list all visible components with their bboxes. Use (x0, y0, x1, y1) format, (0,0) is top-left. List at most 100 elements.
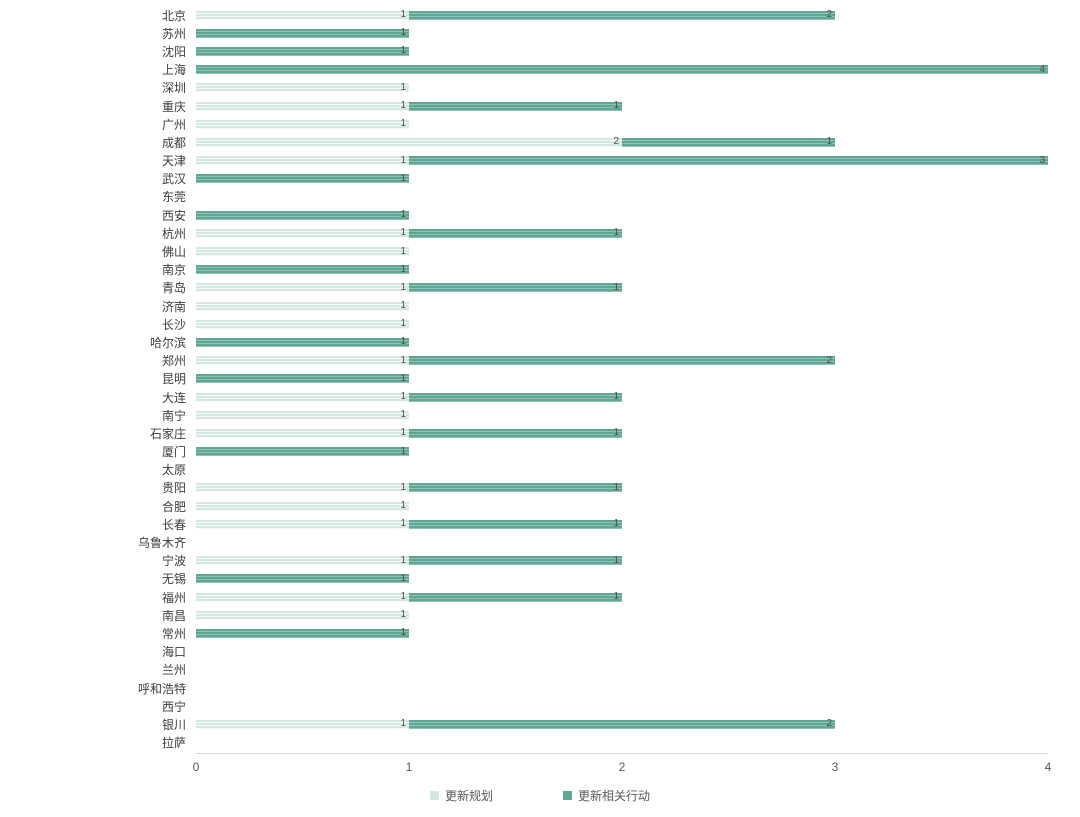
chart-row: 哈尔滨 1 (0, 333, 1048, 351)
bar-segment-plan: 1 (196, 410, 409, 420)
value-label: 2 (826, 718, 832, 730)
bar-segment-action: 1 (409, 427, 622, 439)
chart-row: 昆明 1 (0, 370, 1048, 388)
bar-segment-action: 1 (196, 263, 409, 275)
value-label: 1 (400, 572, 406, 584)
bar-segment-action: 1 (409, 281, 622, 293)
value-label: 1 (400, 354, 406, 366)
x-tick-label: 2 (618, 760, 626, 774)
value-label: 1 (400, 118, 406, 130)
bar-track (196, 738, 1048, 747)
legend-item-plan: 更新规划 (429, 787, 493, 804)
category-label: 佛山 (161, 245, 186, 260)
category-label: 西安 (161, 208, 186, 223)
category-label: 苏州 (161, 26, 186, 41)
chart-row: 海口 (0, 643, 1048, 661)
value-label: 1 (613, 591, 619, 603)
bar-segment-action: 1 (196, 210, 409, 220)
value-label: 1 (400, 263, 406, 275)
chart-rows: 北京 1 2 苏州 1 沈阳 1 上海 4 深圳 1 重庆 1 1 广州 1 成都 2 1 天津 1 3 武汉 1 东莞 西安 1 杭… (0, 6, 1048, 752)
chart-row: 厦门 1 (0, 443, 1048, 461)
bar-track: 1 (196, 118, 1048, 130)
bar-segment-action: 1 (409, 228, 622, 238)
category-label: 成都 (161, 135, 186, 150)
bar-track: 1 (196, 301, 1048, 311)
category-label: 杭州 (161, 226, 186, 241)
value-label: 4 (1039, 63, 1045, 75)
chart-row: 贵阳 1 1 (0, 479, 1048, 497)
bar-track: 1 (196, 319, 1048, 329)
x-axis: 0 1 2 3 4 (193, 753, 1051, 774)
bar-segment-plan: 1 (196, 610, 409, 620)
chart-row: 银川 1 2 (0, 715, 1048, 733)
chart-row: 深圳 1 (0, 79, 1048, 97)
bar-segment-plan: 1 (196, 301, 409, 311)
value-label: 1 (400, 627, 406, 639)
chart-row: 武汉 1 (0, 170, 1048, 188)
bar-segment-action: 1 (196, 372, 409, 384)
bar-track: 1 (196, 45, 1048, 57)
value-label: 1 (400, 481, 406, 493)
value-label: 1 (613, 100, 619, 112)
x-tick-label: 1 (405, 760, 413, 774)
bar-segment-action: 1 (196, 572, 409, 584)
value-label: 1 (613, 427, 619, 439)
chart-row: 福州 1 1 (0, 588, 1048, 606)
value-label: 2 (613, 136, 619, 148)
chart-row: 重庆 1 1 (0, 97, 1048, 115)
chart-row: 南宁 1 (0, 406, 1048, 424)
category-label: 长沙 (161, 317, 186, 332)
x-tick-label: 4 (1044, 760, 1052, 774)
category-label: 南昌 (161, 608, 186, 623)
bar-track (196, 538, 1048, 547)
category-label: 大连 (161, 390, 186, 405)
category-label: 广州 (161, 117, 186, 132)
bar-segment-action: 1 (196, 45, 409, 57)
category-label: 武汉 (161, 172, 186, 187)
category-label: 银川 (161, 717, 186, 732)
value-label: 1 (613, 281, 619, 293)
value-label: 1 (400, 81, 406, 93)
value-label: 1 (400, 372, 406, 384)
bar-segment-plan: 1 (196, 81, 409, 93)
bar-segment-plan: 1 (196, 518, 409, 530)
bar-segment-plan: 1 (196, 481, 409, 493)
category-label: 南宁 (161, 408, 186, 423)
category-label: 东莞 (161, 190, 186, 205)
bar-track: 1 (196, 246, 1048, 257)
value-label: 1 (400, 336, 406, 348)
bar-track (196, 665, 1048, 674)
value-label: 1 (400, 518, 406, 530)
chart-row: 兰州 (0, 661, 1048, 679)
legend-label: 更新规划 (444, 789, 493, 803)
category-label: 深圳 (161, 81, 186, 96)
value-label: 3 (1039, 154, 1045, 166)
category-label: 郑州 (161, 354, 186, 369)
chart-row: 郑州 1 2 (0, 352, 1048, 370)
chart-row: 无锡 1 (0, 570, 1048, 588)
category-label: 太原 (161, 463, 186, 478)
bar-segment-plan: 1 (196, 555, 409, 566)
category-label: 呼和浩特 (137, 681, 186, 696)
category-label: 长春 (161, 517, 186, 532)
value-label: 1 (400, 27, 406, 39)
value-label: 1 (400, 591, 406, 603)
chart-row: 大连 1 1 (0, 388, 1048, 406)
value-label: 1 (400, 45, 406, 57)
value-label: 1 (400, 718, 406, 730)
category-label: 海口 (161, 645, 186, 660)
value-label: 1 (400, 9, 406, 21)
bar-track: 1 (196, 410, 1048, 420)
chart-row: 天津 1 3 (0, 152, 1048, 170)
category-label: 石家庄 (149, 426, 186, 441)
value-label: 1 (400, 172, 406, 184)
bar-segment-plan: 1 (196, 718, 409, 730)
category-label: 拉萨 (161, 736, 186, 751)
